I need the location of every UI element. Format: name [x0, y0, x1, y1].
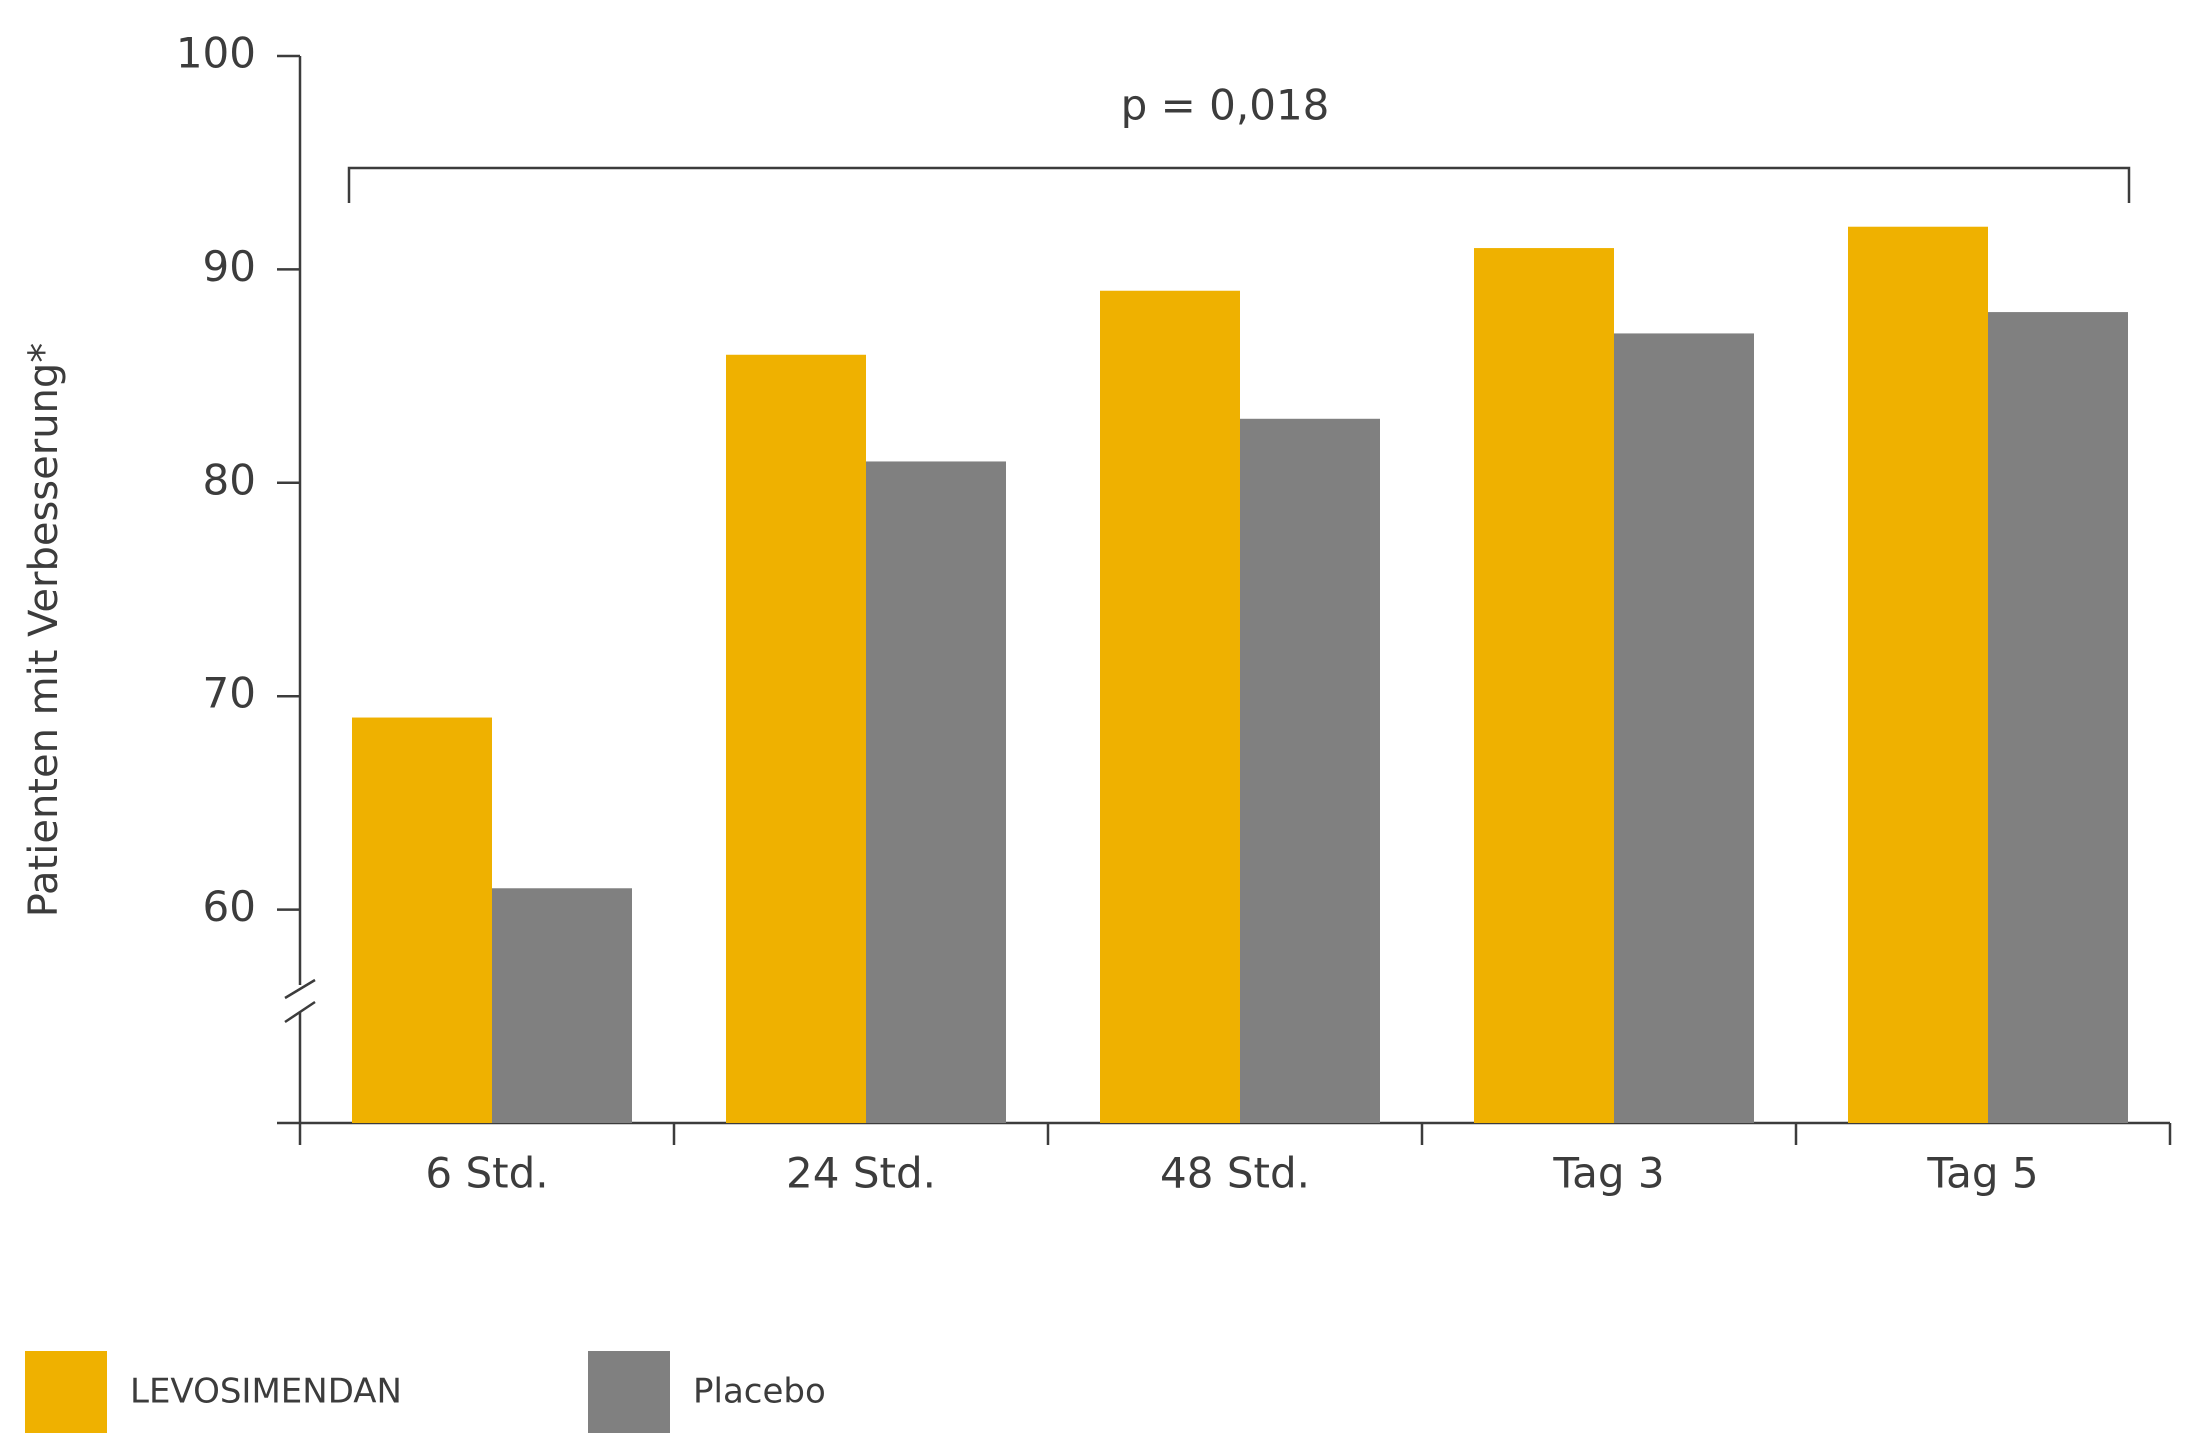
x-tick-label: 6 Std. [425, 1149, 548, 1198]
bar [1474, 248, 1614, 1123]
bracket [347, 166, 2131, 203]
y-axis-title: Patienten mit Verbesserung* [21, 343, 67, 918]
axis-break [284, 1000, 316, 1024]
x-tick-label: 24 Std. [786, 1149, 936, 1198]
y-tick-label: 90 [203, 242, 256, 291]
bar [352, 717, 492, 1123]
annotation: p = 0,018 [1121, 81, 1330, 130]
y-tick-label: 70 [203, 669, 256, 718]
bar [1848, 226, 1988, 1124]
legend-swatch [588, 1351, 670, 1433]
legend-label: LEVOSIMENDAN [130, 1372, 402, 1412]
legend-label: Placebo [693, 1372, 826, 1412]
x-tick-label: 48 Std. [1160, 1149, 1310, 1198]
y-tick-label: 100 [176, 29, 256, 78]
bar [866, 461, 1006, 1124]
legend-swatch [25, 1351, 107, 1433]
x-tick-label: Tag 5 [1926, 1149, 2038, 1198]
bar [1100, 290, 1240, 1123]
bar [1988, 312, 2128, 1124]
bar [1240, 418, 1380, 1123]
bar [492, 888, 632, 1123]
y-tick-label: 60 [203, 882, 256, 931]
x-tick-label: Tag 3 [1552, 1149, 1664, 1198]
bar [1614, 333, 1754, 1123]
y-tick-label: 80 [203, 455, 256, 504]
axis-break [284, 978, 316, 1000]
bar [726, 354, 866, 1123]
